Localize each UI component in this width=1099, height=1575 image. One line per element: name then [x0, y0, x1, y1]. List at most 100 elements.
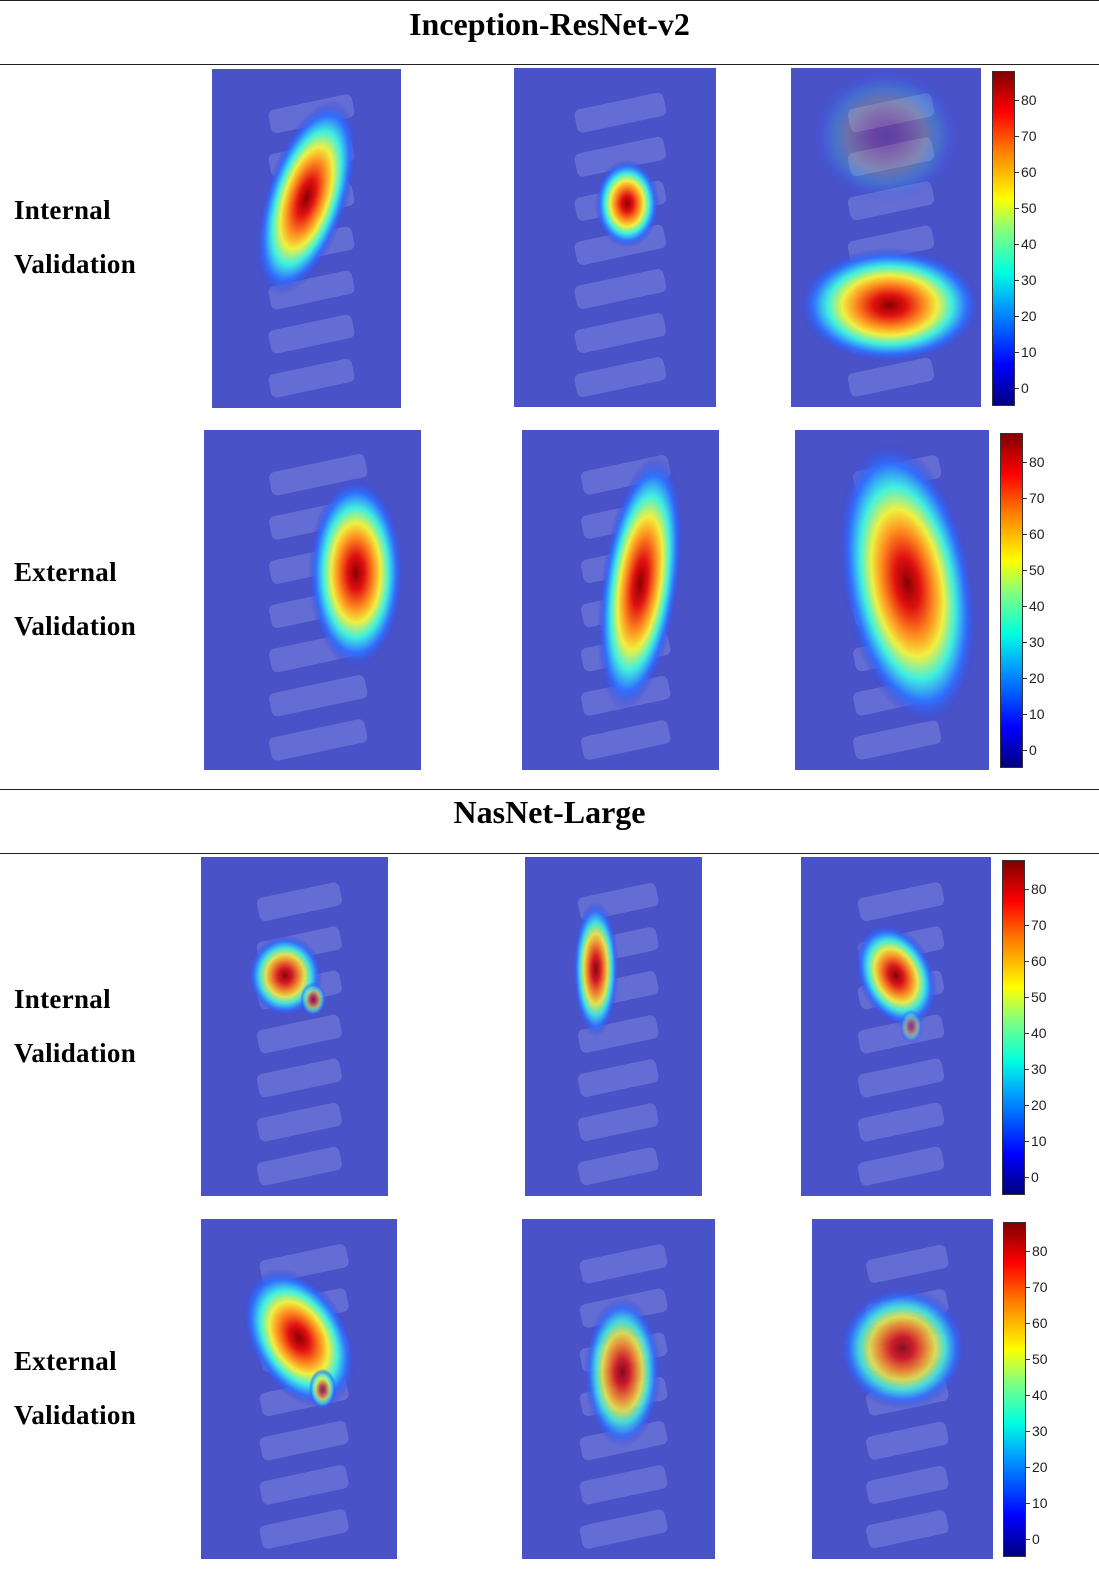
activation-blob: [810, 68, 962, 204]
heatmap-image: [522, 1219, 715, 1559]
colorbar-tick-mark: [1026, 1286, 1030, 1288]
colorbar-tick-mark: [1023, 497, 1027, 499]
colorbar-tick-label: 40: [1029, 597, 1045, 614]
activation-blob: [597, 454, 684, 712]
colorbar-tick-mark: [1025, 924, 1029, 926]
colorbar-tick-mark: [1023, 569, 1027, 571]
colorbar-tick-label: 70: [1032, 1278, 1048, 1295]
colorbar-tick-label: 30: [1021, 271, 1037, 288]
row-label-inception-external: External Validation: [14, 545, 136, 653]
colorbar-tick-label: 20: [1029, 669, 1045, 686]
colorbar-tick-mark: [1025, 996, 1029, 998]
colorbar-tick-label: 50: [1031, 988, 1047, 1005]
section-rule-1: [0, 64, 1099, 65]
row-label-nasnet-external: External Validation: [14, 1334, 136, 1442]
colorbar-tick-mark: [1023, 641, 1027, 643]
activation-blob: [308, 477, 404, 668]
colorbar-tick-label: 10: [1031, 1132, 1047, 1149]
row-label-line2: Validation: [14, 611, 137, 641]
colorbar-tick-mark: [1026, 1466, 1030, 1468]
row-label-line2: Validation: [14, 1038, 137, 1068]
colorbar-tick-label: 60: [1031, 952, 1047, 969]
colorbar-tick-mark: [1015, 207, 1019, 209]
colorbar-tick-mark: [1015, 135, 1019, 137]
row-label-line1: External: [14, 1346, 117, 1376]
colorbar-tick-label: 70: [1031, 916, 1047, 933]
colorbar-tick-label: 80: [1032, 1242, 1048, 1259]
colorbar-tick-label: 0: [1029, 741, 1037, 758]
colorbar-tick-mark: [1026, 1502, 1030, 1504]
colorbar-tick-label: 30: [1031, 1060, 1047, 1077]
colorbar-tick-label: 10: [1021, 343, 1037, 360]
colorbar-tick-mark: [1025, 960, 1029, 962]
colorbar-tick-mark: [1015, 351, 1019, 353]
colorbar-tick-mark: [1023, 713, 1027, 715]
colorbar-tick-mark: [1025, 888, 1029, 890]
activation-blob: [837, 441, 978, 725]
colorbar-tick-mark: [1025, 1176, 1029, 1178]
activation-blob: [308, 1368, 337, 1410]
colorbar-tick-mark: [1015, 171, 1019, 173]
colorbar-tick-label: 50: [1021, 199, 1037, 216]
section-rule-2: [0, 789, 1099, 790]
row-label-line2: Validation: [14, 249, 137, 279]
heatmap-image: [525, 857, 702, 1196]
colorbar-tick-label: 80: [1031, 880, 1047, 897]
activation-blob: [839, 1287, 966, 1410]
colorbar-tick-mark: [1015, 243, 1019, 245]
colorbar-tick-mark: [1015, 279, 1019, 281]
colorbar-tick-mark: [1026, 1394, 1030, 1396]
row-label-line1: Internal: [14, 984, 111, 1014]
heatmap-image: [795, 430, 989, 770]
colorbar-gradient: [1003, 1222, 1026, 1557]
colorbar-tick-label: 0: [1031, 1168, 1039, 1185]
colorbar-tick-label: 40: [1031, 1024, 1047, 1041]
colorbar-tick-mark: [1026, 1358, 1030, 1360]
colorbar-tick-label: 60: [1021, 163, 1037, 180]
heatmap-image: [201, 857, 388, 1196]
colorbar-tick-mark: [1026, 1322, 1030, 1324]
section-title-nasnet: NasNet-Large: [453, 794, 646, 830]
row-label-line1: External: [14, 557, 117, 587]
activation-blob: [854, 923, 938, 1028]
section-title-inception: Inception-ResNet-v2: [409, 6, 690, 42]
colorbar-tick-label: 20: [1021, 307, 1037, 324]
colorbar-tick-label: 0: [1021, 379, 1029, 396]
row-label-line2: Validation: [14, 1400, 137, 1430]
colorbar: 0 10 20 30 40 50 60 70 80: [1000, 433, 1060, 768]
colorbar-tick-label: 20: [1031, 1096, 1047, 1113]
row-label-inception-internal: Internal Validation: [14, 183, 136, 291]
colorbar-tick-mark: [1023, 461, 1027, 463]
colorbar-tick-mark: [1023, 749, 1027, 751]
colorbar-tick-label: 60: [1032, 1314, 1048, 1331]
heatmap-image: [801, 857, 991, 1196]
section-rule-3: [0, 853, 1099, 854]
activation-blob: [300, 982, 327, 1017]
colorbar-tick-mark: [1023, 533, 1027, 535]
colorbar-tick-label: 10: [1032, 1494, 1048, 1511]
heatmap-image: [791, 68, 981, 407]
colorbar-tick-label: 30: [1032, 1422, 1048, 1439]
colorbar-gradient: [1002, 860, 1025, 1195]
colorbar-gradient: [992, 71, 1015, 406]
colorbar-tick-label: 0: [1032, 1530, 1040, 1547]
heatmap-image: [201, 1219, 397, 1559]
colorbar-tick-mark: [1025, 1140, 1029, 1142]
colorbar-tick-label: 80: [1029, 453, 1045, 470]
activation-blob: [594, 159, 660, 248]
colorbar-tick-mark: [1015, 315, 1019, 317]
colorbar-tick-label: 50: [1032, 1350, 1048, 1367]
row-label-nasnet-internal: Internal Validation: [14, 972, 136, 1080]
row-label-line1: Internal: [14, 195, 111, 225]
activation-blob: [572, 901, 619, 1037]
colorbar-tick-label: 20: [1032, 1458, 1048, 1475]
colorbar-tick-label: 40: [1032, 1386, 1048, 1403]
top-rule: [0, 0, 1099, 1]
heatmap-image: [514, 68, 716, 407]
colorbar-tick-mark: [1025, 1068, 1029, 1070]
colorbar-tick-mark: [1015, 99, 1019, 101]
colorbar-tick-label: 70: [1029, 489, 1045, 506]
activation-blob: [798, 247, 981, 363]
activation-blob: [255, 100, 358, 296]
colorbar-tick-mark: [1023, 605, 1027, 607]
